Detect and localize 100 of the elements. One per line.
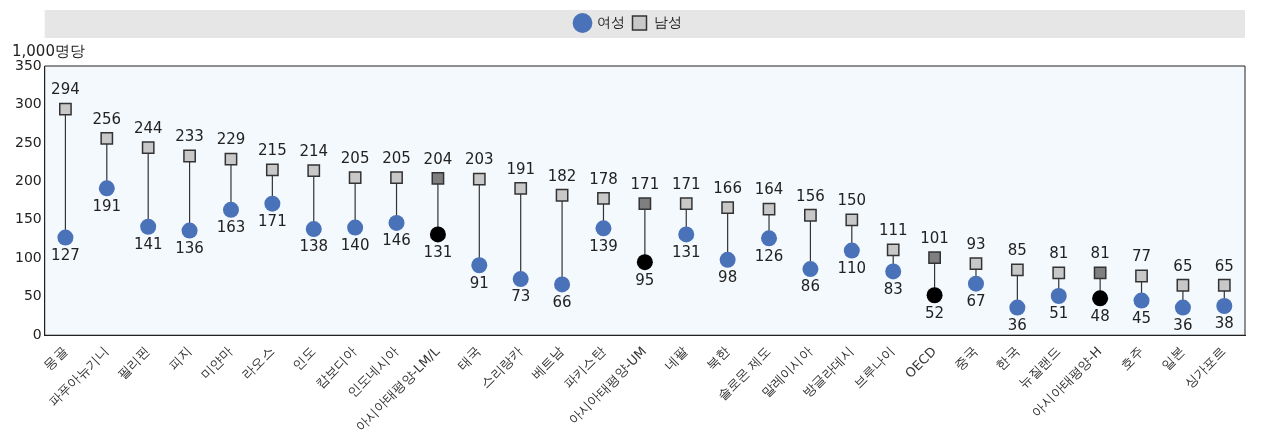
data-label: 131 bbox=[423, 242, 453, 261]
point bbox=[843, 242, 860, 259]
point bbox=[679, 197, 693, 211]
point bbox=[222, 201, 239, 218]
data-label: 171 bbox=[630, 175, 660, 194]
point bbox=[1176, 278, 1190, 292]
data-label: 191 bbox=[506, 159, 536, 178]
data-label: 191 bbox=[92, 196, 122, 215]
x-tick-label: 북한 bbox=[703, 343, 733, 373]
point bbox=[140, 218, 157, 235]
data-label: 93 bbox=[966, 235, 986, 254]
data-label: 146 bbox=[382, 231, 411, 250]
data-label: 51 bbox=[1049, 304, 1069, 323]
data-label: 110 bbox=[837, 259, 867, 277]
point bbox=[1174, 299, 1191, 316]
x-tick-label: 피지 bbox=[165, 343, 195, 373]
point bbox=[969, 257, 983, 271]
data-label: 38 bbox=[1214, 314, 1234, 333]
point bbox=[1133, 292, 1150, 309]
data-label: 138 bbox=[299, 237, 329, 256]
y-tick-label: 300 bbox=[14, 95, 42, 112]
y-tick-label: 150 bbox=[14, 210, 42, 227]
data-label: 171 bbox=[671, 175, 701, 194]
data-label: 244 bbox=[133, 118, 163, 137]
point bbox=[928, 251, 941, 264]
data-label: 126 bbox=[754, 246, 784, 265]
x-tick-label: 호주 bbox=[1117, 343, 1147, 373]
y-tick-label: 50 bbox=[23, 287, 42, 304]
data-label: 204 bbox=[423, 149, 453, 168]
point bbox=[388, 214, 405, 231]
data-label: 233 bbox=[175, 127, 204, 146]
data-label: 73 bbox=[511, 287, 531, 306]
data-label: 131 bbox=[671, 242, 701, 261]
data-label: 77 bbox=[1131, 247, 1152, 266]
point bbox=[512, 271, 529, 288]
data-label: 203 bbox=[464, 150, 494, 169]
data-label: 52 bbox=[925, 303, 945, 322]
x-tick-label: 인도 bbox=[289, 343, 319, 373]
x-tick-label: 네팔 bbox=[661, 343, 691, 373]
y-tick-label: 0 bbox=[32, 325, 42, 342]
point bbox=[429, 226, 446, 243]
point bbox=[471, 257, 488, 274]
x-tick-label: 일본 bbox=[1158, 343, 1188, 373]
point bbox=[307, 164, 321, 178]
data-label: 156 bbox=[796, 186, 825, 205]
point bbox=[390, 171, 403, 184]
data-label: 98 bbox=[718, 268, 738, 287]
point bbox=[1010, 263, 1024, 277]
point bbox=[265, 163, 279, 177]
data-label: 164 bbox=[754, 180, 784, 199]
data-label: 229 bbox=[216, 130, 246, 149]
data-label: 36 bbox=[1173, 315, 1193, 334]
data-label: 91 bbox=[469, 273, 489, 292]
data-label: 85 bbox=[1007, 241, 1027, 260]
point bbox=[98, 180, 115, 197]
data-label: 182 bbox=[547, 166, 577, 185]
x-tick-label: 태국 bbox=[454, 343, 484, 373]
data-label: 214 bbox=[299, 142, 329, 160]
point bbox=[967, 275, 984, 292]
data-label: 66 bbox=[552, 292, 572, 311]
point bbox=[721, 201, 735, 214]
point bbox=[264, 195, 281, 212]
data-label: 48 bbox=[1090, 306, 1110, 325]
point bbox=[678, 226, 695, 243]
x-tick-label: 한국 bbox=[992, 343, 1022, 373]
data-label: 101 bbox=[920, 228, 949, 247]
y-axis-title: 1,000명당 bbox=[12, 42, 85, 61]
point bbox=[181, 222, 198, 239]
data-label: 141 bbox=[133, 235, 163, 254]
data-label: 127 bbox=[51, 245, 80, 264]
data-label: 150 bbox=[837, 191, 867, 210]
point bbox=[1135, 269, 1148, 283]
point bbox=[100, 131, 114, 145]
data-label: 81 bbox=[1090, 244, 1110, 263]
point bbox=[802, 261, 819, 278]
point bbox=[183, 149, 196, 163]
point bbox=[1052, 266, 1066, 280]
legend-label: 남성 bbox=[653, 13, 682, 30]
point bbox=[554, 276, 571, 293]
point bbox=[305, 221, 322, 238]
point bbox=[1216, 298, 1233, 314]
point bbox=[926, 287, 943, 304]
point bbox=[514, 181, 528, 195]
data-label: 171 bbox=[258, 212, 287, 231]
point bbox=[348, 171, 362, 184]
data-label: 111 bbox=[878, 221, 908, 240]
y-tick-label: 200 bbox=[14, 172, 42, 189]
data-label: 205 bbox=[382, 148, 411, 167]
point bbox=[761, 230, 778, 247]
data-label: 83 bbox=[883, 279, 903, 298]
data-label: 36 bbox=[1007, 315, 1027, 334]
point bbox=[845, 213, 859, 227]
point bbox=[431, 171, 445, 185]
point bbox=[885, 263, 902, 280]
data-label: 86 bbox=[800, 277, 820, 296]
y-tick-label: 100 bbox=[14, 248, 42, 265]
point bbox=[472, 172, 486, 186]
point bbox=[886, 243, 900, 257]
point bbox=[59, 102, 72, 116]
data-label: 139 bbox=[589, 236, 618, 255]
